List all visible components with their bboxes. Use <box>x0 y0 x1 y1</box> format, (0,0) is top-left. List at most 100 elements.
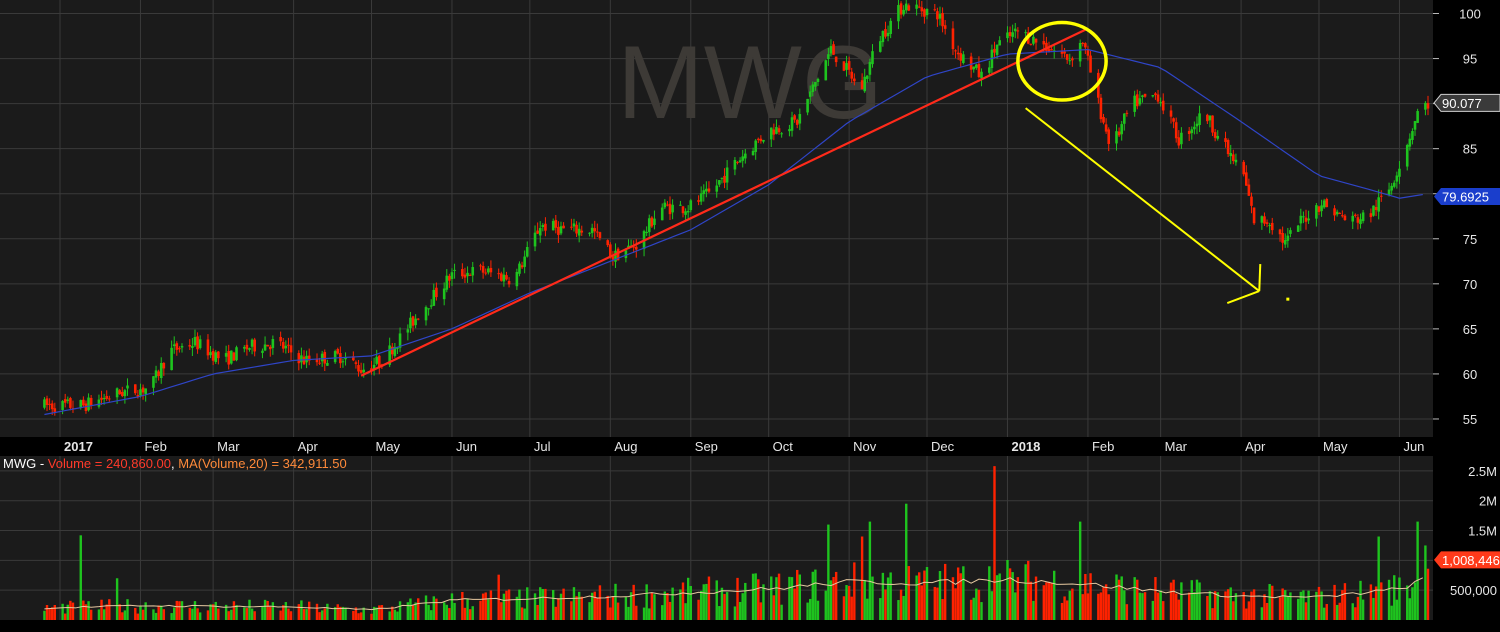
candle-body <box>409 317 412 329</box>
candle-body <box>1120 124 1123 135</box>
candle-body <box>824 60 828 81</box>
volume-bar <box>1034 576 1038 620</box>
candle-body <box>645 232 648 234</box>
volume-bar <box>814 569 817 620</box>
candle-body <box>1263 216 1266 224</box>
candle-body <box>1078 42 1082 62</box>
candle-body <box>448 275 451 281</box>
candle-body <box>1071 58 1074 61</box>
volume-bar <box>188 607 191 620</box>
volume-bar <box>261 606 264 620</box>
price-tick-label: 60 <box>1463 367 1477 382</box>
volume-bar <box>1050 583 1053 620</box>
volume-bar <box>715 580 718 620</box>
volume-bar <box>718 606 721 620</box>
candle-body <box>302 356 306 365</box>
candle-body <box>1208 115 1212 121</box>
volume-bar <box>884 589 887 620</box>
candle-body <box>1351 215 1355 222</box>
volume-bar <box>471 606 474 620</box>
volume-title-separator: , <box>171 456 178 471</box>
candle-body <box>1343 215 1347 220</box>
volume-bar <box>245 608 249 620</box>
candle-body <box>344 357 347 360</box>
volume-bar <box>850 596 853 620</box>
time-tick-label: Apr <box>1245 439 1266 454</box>
candle-body <box>808 91 812 97</box>
candle-body <box>323 351 327 364</box>
price-panel[interactable] <box>0 0 1433 437</box>
candle-body <box>554 219 558 228</box>
volume-bar <box>697 599 700 620</box>
volume-bar <box>834 571 838 620</box>
volume-bar <box>723 594 726 620</box>
volume-bar <box>868 521 872 620</box>
candle-body <box>281 342 285 349</box>
time-tick-label: Mar <box>1165 439 1188 454</box>
candle-body <box>253 339 256 352</box>
candle-body <box>1281 232 1284 243</box>
candle-body <box>907 5 911 11</box>
candle-body <box>1289 230 1292 234</box>
volume-bar <box>1138 592 1142 620</box>
candle-body <box>1161 100 1165 111</box>
candle-body <box>230 350 233 364</box>
volume-bar <box>380 605 384 620</box>
volume-bar <box>388 611 391 620</box>
candle-body <box>1143 93 1147 97</box>
volume-bar <box>461 591 464 620</box>
candle-body <box>341 361 345 363</box>
volume-bar <box>720 587 724 620</box>
candle-body <box>1084 43 1087 48</box>
candle-body <box>123 390 127 397</box>
candle-body <box>396 347 399 349</box>
candle-body <box>850 71 854 79</box>
volume-bar <box>1343 583 1347 620</box>
volume-bar <box>1247 601 1251 620</box>
volume-bar <box>671 587 674 620</box>
candle-body <box>261 350 264 353</box>
volume-bar <box>1078 521 1082 620</box>
candle-body <box>736 161 739 163</box>
candle-body <box>1195 123 1199 127</box>
volume-value-badge-shape <box>1434 551 1500 569</box>
volume-bar <box>738 601 742 620</box>
volume-bar <box>1213 591 1217 620</box>
volume-bar <box>845 585 848 620</box>
volume-bar <box>487 599 490 620</box>
candle-body <box>559 226 563 234</box>
candle-body <box>1405 145 1409 167</box>
candle-body <box>468 274 472 276</box>
candle-body <box>889 20 892 34</box>
volume-bar <box>1208 591 1212 620</box>
volume-bar <box>175 600 179 620</box>
candle-body <box>1244 172 1248 186</box>
volume-bar <box>336 604 339 620</box>
candle-body <box>925 9 929 16</box>
volume-bar <box>699 590 703 620</box>
candle-body <box>941 12 944 27</box>
red-trendline <box>360 28 1086 377</box>
volume-bar <box>1029 581 1033 620</box>
volume-bar <box>1245 608 1248 620</box>
candle-body <box>772 129 776 135</box>
volume-bar <box>1047 581 1051 620</box>
candle-body <box>1424 102 1427 110</box>
volume-bar <box>1071 588 1074 620</box>
candle-body <box>53 408 57 412</box>
candle-body <box>988 67 991 73</box>
volume-bar <box>936 587 939 620</box>
volume-bar <box>725 592 729 620</box>
volume-bar <box>853 562 856 620</box>
candle-body <box>1278 229 1282 235</box>
volume-bar <box>562 588 565 620</box>
volume-bar <box>1260 607 1264 620</box>
volume-bar <box>209 604 212 620</box>
candle-body <box>977 63 981 78</box>
volume-panel-title: MWG - Volume = 240,860.00, MA(Volume,20)… <box>3 456 347 471</box>
candle-body <box>715 185 719 192</box>
volume-bar <box>1065 600 1069 620</box>
candle-body <box>936 11 939 20</box>
candle-body <box>499 273 503 281</box>
